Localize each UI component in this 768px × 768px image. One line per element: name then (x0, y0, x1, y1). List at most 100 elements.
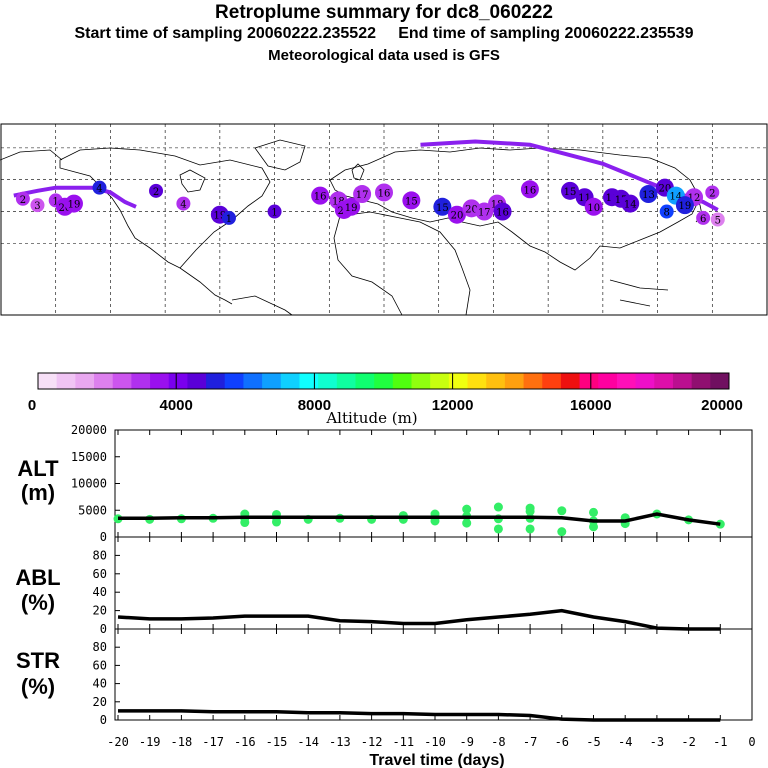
plume-marker: 1 (221, 210, 236, 225)
plume-marker-label: 19 (213, 211, 226, 222)
colorbar-swatch (504, 373, 525, 389)
plume-marker-dot (221, 210, 236, 225)
plume-marker: 20 (447, 205, 466, 224)
y-tick-label: 80 (93, 548, 107, 562)
plume-marker-label: 17 (356, 190, 369, 201)
plume-marker: 16 (375, 183, 393, 202)
colorbar-swatch (299, 373, 319, 389)
colorbar-swatch (579, 373, 599, 389)
plume-marker-label: 16 (496, 208, 509, 219)
colorbar-swatch (654, 373, 674, 389)
colorbar-swatch (75, 373, 95, 389)
colorbar-tick-label: 12000 (432, 397, 474, 414)
plume-marker-dot (311, 186, 330, 205)
plume-marker-dot (675, 196, 694, 215)
colorbar-tick-label: 20000 (701, 397, 743, 414)
plume-marker-dot (696, 210, 711, 225)
plume-marker-dot (710, 212, 725, 227)
colorbar-swatch (392, 373, 413, 389)
y-tick-label: 20 (93, 604, 107, 618)
plume-marker-label: 1 (226, 214, 232, 225)
colorbar-swatch (486, 373, 506, 389)
y-tick-label: 80 (93, 640, 107, 654)
plume-marker-label: 16 (378, 188, 391, 199)
coast-indonesia (609, 279, 669, 307)
plume-marker-dot (561, 181, 580, 200)
plume-marker-dot (375, 183, 393, 202)
x-tick-label: -1 (713, 735, 727, 749)
y-tick-label: 40 (93, 677, 107, 691)
coast-hudson-bay (179, 169, 206, 193)
plume-marker-label: 14 (669, 192, 682, 203)
colorbar-swatch (467, 373, 487, 389)
plume-marker: 19 (675, 196, 694, 215)
colorbar-swatch (411, 373, 431, 389)
plume-marker-dot (705, 185, 720, 200)
plume-marker-dot (176, 196, 191, 211)
plume-marker-dot (353, 185, 372, 204)
altitude-point (462, 504, 472, 514)
plume-marker-dot (92, 180, 107, 195)
x-tick-label: -16 (234, 735, 256, 749)
colorbar-swatch (280, 373, 300, 389)
plume-marker: 4 (92, 180, 107, 195)
panel-abl: ABL(%) 0 20 40 60 80 (15, 536, 753, 636)
panel-label-unit: (%) (21, 590, 55, 615)
x-tick-label: -20 (107, 735, 129, 749)
plume-marker-dot (15, 191, 30, 206)
panel-alt: ALT(m) 0 5000 10000 15000 20000 (17, 423, 753, 544)
plume-marker-label: 15 (405, 196, 418, 207)
coast-europe (329, 147, 701, 271)
plume-marker: 15 (433, 197, 452, 216)
coast-africa (333, 211, 471, 316)
plume-marker-dot (659, 204, 674, 219)
x-tick-label: -17 (202, 735, 224, 749)
y-tick-label: 60 (93, 658, 107, 672)
plume-marker-dot (149, 183, 164, 198)
x-tick-label: -8 (491, 735, 505, 749)
plume-marker-dot (639, 185, 658, 204)
plume-marker-label: 16 (314, 192, 327, 203)
panel-label-unit: (m) (21, 480, 55, 505)
plume-marker-label: 17 (615, 195, 628, 206)
chart-title: Retroplume summary for dc8_060222 (215, 2, 553, 23)
colorbar-swatch (112, 373, 132, 389)
plume-marker: 15 (402, 191, 421, 210)
plume-marker-label: 12 (688, 193, 701, 204)
colorbar-swatch (262, 373, 282, 389)
plume-marker: 2 (705, 185, 720, 200)
plume-marker-label: 3 (34, 201, 40, 212)
colorbar-tick-label: 4000 (160, 397, 193, 414)
colorbar-swatch (523, 373, 543, 389)
colorbar-swatch (168, 373, 188, 389)
plume-marker-label: 18 (332, 196, 345, 207)
altitude-point (557, 506, 567, 516)
plume-marker-label: 16 (524, 185, 537, 196)
plume-marker-label: 10 (587, 203, 600, 214)
altitude-colorbar: 0 4000 8000 12000 16000 20000 (28, 372, 743, 414)
x-tick-label: -4 (618, 735, 632, 749)
altitude-point (240, 518, 250, 528)
y-tick-label: 60 (93, 567, 107, 581)
plume-marker: 19 (342, 197, 361, 216)
x-tick-label: -15 (266, 735, 288, 749)
colorbar-swatch (560, 373, 581, 389)
colorbar-swatch (710, 373, 730, 389)
colorbar-swatch (635, 373, 655, 389)
colorbar-swatch (187, 373, 207, 389)
altitude-point (462, 518, 472, 528)
colorbar-swatch (448, 373, 469, 389)
x-tick-label: -9 (459, 735, 473, 749)
plume-marker-label: 19 (679, 201, 692, 212)
colorbar-swatch (56, 373, 76, 389)
plume-marker: 2 (15, 191, 30, 206)
colorbar-swatch (672, 373, 693, 389)
y-tick-label: 0 (100, 530, 107, 544)
coast-uk (351, 163, 365, 181)
colorbar-swatch (542, 373, 562, 389)
colorbar-label: Altitude (m) (325, 409, 417, 427)
y-tick-label: 0 (100, 622, 107, 636)
colorbar-swatch (150, 373, 170, 389)
